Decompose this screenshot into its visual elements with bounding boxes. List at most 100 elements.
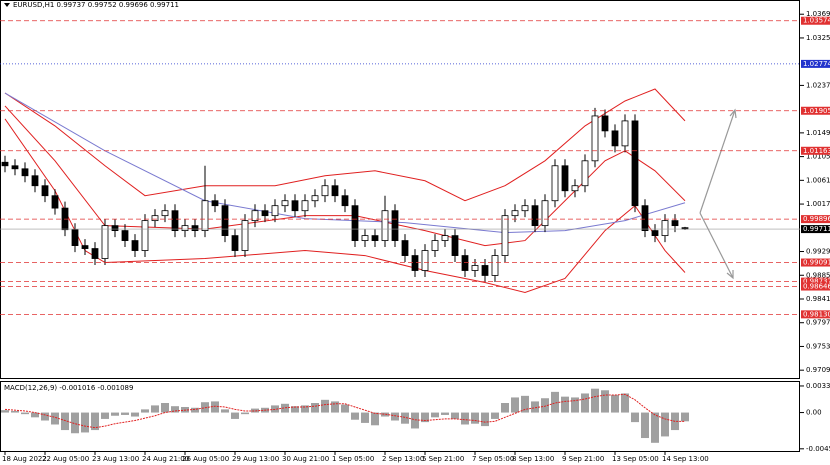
x-tick-label: 23 Aug 13:00: [92, 455, 139, 463]
arrow-down: [699, 212, 734, 279]
candle-body: [271, 205, 279, 217]
macd-bar: [471, 412, 479, 424]
macd-bar: [451, 412, 459, 419]
level-label-box: [801, 258, 830, 267]
candle-body: [241, 220, 249, 251]
macd-bar: [231, 412, 239, 419]
macd-bar: [41, 412, 49, 421]
macd-bar: [681, 412, 689, 422]
level-label-box: [801, 146, 830, 155]
candle-body: [361, 235, 369, 241]
chart-title: EURUSD,H1 0.99737 0.99752 0.99696 0.9971…: [13, 1, 179, 9]
candle-body: [471, 265, 479, 271]
level-label: 0.98646: [803, 283, 830, 291]
macd-bar: [601, 390, 609, 413]
x-tick-label: 13 Sep 05:00: [612, 455, 659, 463]
candle-body: [11, 165, 19, 170]
level-label: 0.98737: [803, 278, 830, 286]
macd-bar: [81, 412, 89, 433]
y-tick-label: 0.97975: [806, 319, 830, 327]
macd-bar: [381, 412, 389, 417]
candle-body: [511, 210, 519, 217]
macd-bar: [521, 395, 529, 413]
candle-body: [431, 240, 439, 251]
y-tick-label: -0.004555: [806, 445, 830, 453]
y-tick-label: 1.01055: [806, 153, 830, 161]
candle-body: [441, 235, 449, 241]
macd-bar: [91, 412, 99, 431]
macd-bar: [341, 404, 349, 413]
x-tick-label: 22 Aug 05:00: [42, 455, 89, 463]
candle-body: [491, 255, 499, 276]
macd-bar: [51, 412, 59, 425]
candle-body: [661, 220, 669, 237]
menu-arrow[interactable]: [4, 3, 10, 7]
candle-body: [601, 115, 609, 132]
macd-bar: [361, 412, 369, 423]
macd-bar: [1, 410, 9, 413]
candle-body: [211, 200, 219, 207]
x-tick-label: 2 Sep 13:00: [382, 455, 424, 463]
macd-bar: [481, 412, 489, 427]
y-tick-label: 0.99295: [806, 248, 830, 256]
candle-body: [651, 230, 659, 237]
candle-body: [311, 195, 319, 202]
macd-bar: [461, 412, 469, 425]
level-label: 1.02774: [803, 60, 830, 68]
signal-line: [4, 393, 685, 429]
macd-bar: [31, 412, 39, 418]
level-label: 1.01163: [803, 147, 830, 155]
level-label-box: [801, 16, 830, 25]
macd-bar: [651, 412, 659, 443]
candle-body: [401, 240, 409, 256]
arrow-head: [726, 270, 734, 280]
candle-body: [161, 210, 169, 217]
level-label-box: [801, 106, 830, 115]
macd-bar: [391, 412, 399, 421]
y-tick-label: 0.97095: [806, 366, 830, 374]
level-label-box: [801, 277, 830, 286]
candle-body: [341, 195, 349, 207]
macd-bar: [221, 409, 229, 413]
macd-bar: [411, 412, 419, 429]
macd-bar: [131, 412, 139, 417]
candle-body: [131, 240, 139, 251]
macd-title: MACD(12,26,9) -0.001016 -0.001089: [4, 384, 133, 392]
level-label: 0.99896: [803, 215, 830, 223]
y-tick-label: 1.02375: [806, 81, 830, 89]
candle-body: [351, 205, 359, 241]
macd-bar: [571, 397, 579, 413]
level-label-box: [801, 310, 830, 319]
candle-body: [191, 225, 199, 231]
candle-body: [261, 210, 269, 217]
candle-body: [541, 200, 549, 227]
candle-body: [631, 120, 639, 207]
candle-body: [1, 161, 9, 167]
y-tick-label: 0.003342: [806, 382, 830, 390]
current-price-box: [801, 225, 830, 234]
candle-body: [71, 229, 79, 246]
y-tick-label: 1.00615: [806, 176, 830, 184]
x-tick-label: 7 Sep 05:00: [472, 455, 514, 463]
macd-bar: [511, 397, 519, 413]
candle-body: [321, 185, 329, 197]
macd-bar: [631, 412, 639, 423]
candle-body: [641, 205, 649, 231]
macd-bar: [441, 412, 449, 415]
candle-body: [41, 185, 49, 197]
macd-bar: [21, 412, 29, 415]
candle-body: [21, 168, 29, 177]
macd-bar: [561, 396, 569, 413]
macd-bar: [251, 408, 259, 413]
candle-body: [421, 250, 429, 271]
candle-body: [221, 205, 229, 237]
x-tick-label: 26 Aug 05:00: [182, 455, 229, 463]
candle-body: [581, 160, 589, 187]
macd-bar: [281, 403, 289, 413]
macd-bar: [431, 412, 439, 418]
x-tick-label: 30 Aug 21:00: [282, 455, 329, 463]
candle-body: [151, 215, 159, 222]
current-price-label: 0.99711: [803, 225, 830, 233]
candle-body: [551, 165, 559, 202]
